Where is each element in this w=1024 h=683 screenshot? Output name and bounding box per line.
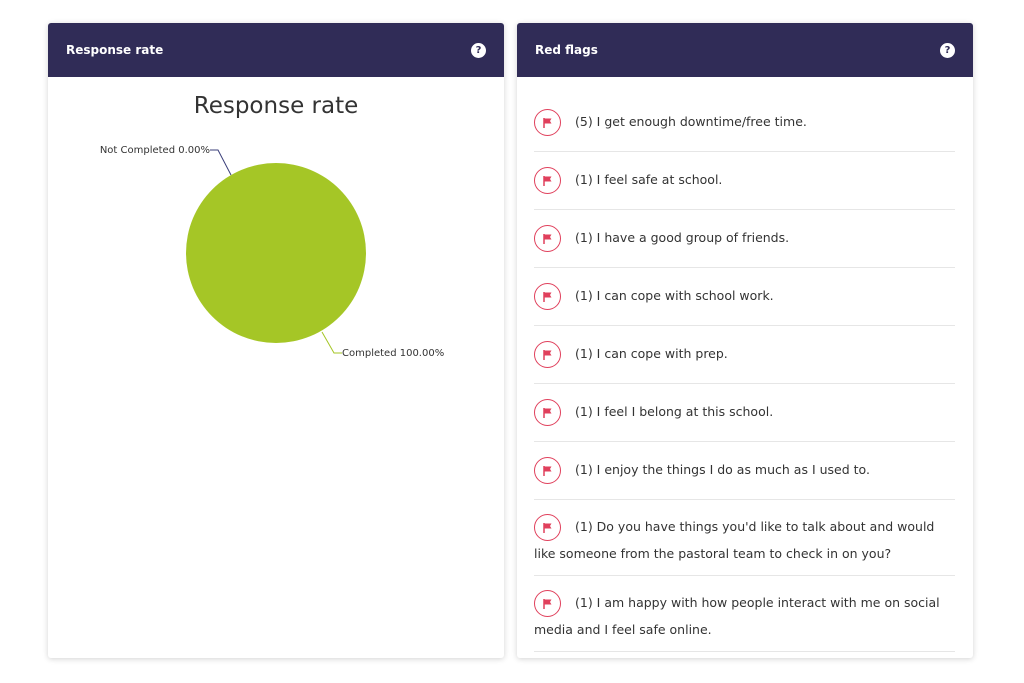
red-flag-item[interactable]: (1) I have a good group of friends.: [534, 210, 955, 268]
panel-header: Red flags ?: [517, 23, 973, 77]
leader-line-completed: [321, 331, 342, 354]
panel-header: Response rate ?: [48, 23, 504, 77]
red-flag-text: (1) I can cope with prep.: [575, 346, 728, 361]
pie-chart: Not Completed 0.00% Completed 100.00%: [100, 145, 444, 359]
flag-icon: [534, 167, 561, 194]
red-flag-item[interactable]: (1) I can cope with school work.: [534, 268, 955, 326]
response-rate-panel: Response rate ? Response rate Not Comple…: [48, 23, 504, 658]
label-completed: Completed 100.00%: [342, 348, 444, 359]
red-flag-text: (1) I have a good group of friends.: [575, 230, 790, 245]
red-flag-item[interactable]: (1) I enjoy the things I do as much as I…: [534, 442, 955, 500]
flag-icon: [534, 109, 561, 136]
label-not-completed: Not Completed 0.00%: [100, 145, 210, 156]
red-flag-item[interactable]: (1) I feel safe at school.: [534, 152, 955, 210]
red-flag-text: (1) I enjoy the things I do as much as I…: [575, 462, 870, 477]
flag-icon: [534, 341, 561, 368]
flag-icon: [534, 457, 561, 484]
red-flag-text: (1) I can cope with school work.: [575, 288, 774, 303]
red-flags-panel: Red flags ? (5) I get enough downtime/fr…: [517, 23, 973, 658]
red-flag-item[interactable]: (1) I am happy with how people interact …: [534, 576, 955, 652]
red-flag-item[interactable]: (1) Do you have things you'd like to tal…: [534, 500, 955, 576]
help-icon[interactable]: ?: [940, 42, 955, 58]
leader-line-not-completed: [210, 149, 232, 176]
red-flag-item[interactable]: (1) I feel I belong at this school.: [534, 384, 955, 442]
red-flag-text: (1) I am happy with how people interact …: [534, 595, 940, 637]
red-flag-text: (1) Do you have things you'd like to tal…: [534, 519, 935, 561]
pie-slice-completed[interactable]: [186, 163, 366, 343]
chart-title: Response rate: [193, 93, 359, 119]
red-flags-list: (5) I get enough downtime/free time. (1) …: [517, 77, 973, 652]
help-icon[interactable]: ?: [471, 42, 486, 58]
flag-icon: [534, 590, 561, 617]
red-flag-text: (1) I feel safe at school.: [575, 172, 723, 187]
flag-icon: [534, 514, 561, 541]
flag-icon: [534, 225, 561, 252]
red-flag-item[interactable]: (5) I get enough downtime/free time.: [534, 94, 955, 152]
red-flag-text: (1) I feel I belong at this school.: [575, 404, 774, 419]
panel-title: Red flags: [535, 43, 598, 57]
red-flag-item[interactable]: (1) I can cope with prep.: [534, 326, 955, 384]
red-flag-text: (5) I get enough downtime/free time.: [575, 114, 807, 129]
flag-icon: [534, 283, 561, 310]
flag-icon: [534, 399, 561, 426]
panel-title: Response rate: [66, 43, 164, 57]
